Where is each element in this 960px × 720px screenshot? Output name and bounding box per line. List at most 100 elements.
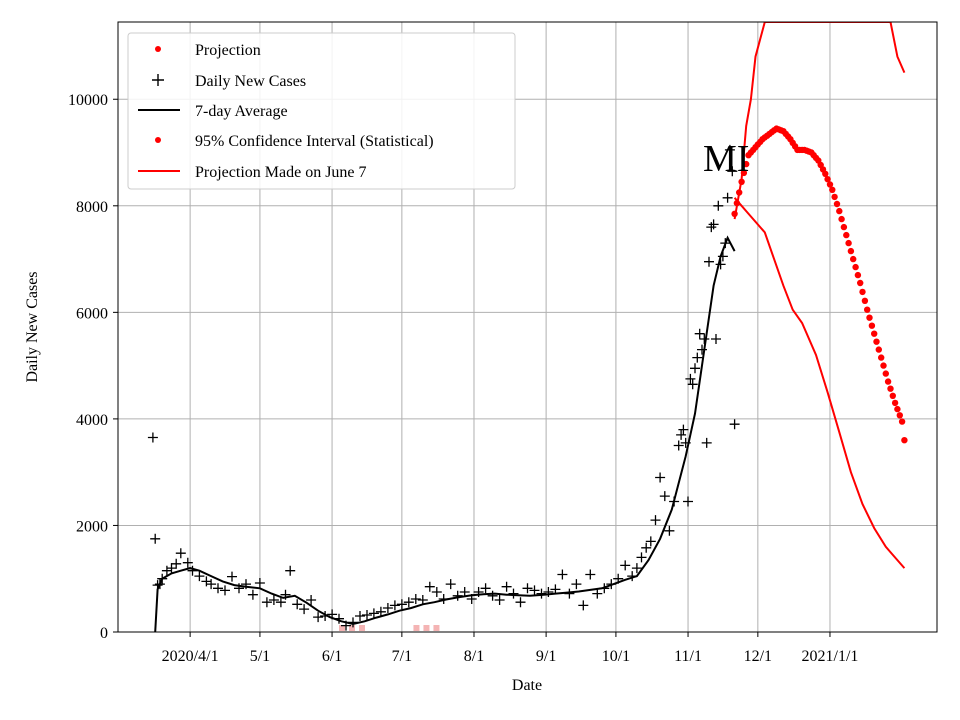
daily-case-point: [585, 569, 596, 580]
daily-case-point: [620, 560, 631, 571]
daily-case-point: [522, 583, 533, 594]
legend-box: [127, 32, 516, 190]
projection-point: [733, 199, 741, 207]
projection-point: [829, 186, 836, 193]
x-tick-label: 9/1: [536, 648, 556, 665]
projection-point: [852, 263, 859, 271]
daily-case-point: [152, 580, 163, 591]
series-layer: [147, 22, 908, 632]
daily-case-point: [157, 573, 168, 584]
y-tick-label: 4000: [76, 412, 108, 429]
daily-case-point: [564, 588, 575, 599]
daily-case-point: [687, 379, 698, 390]
daily-case-point: [543, 587, 554, 597]
daily-case-point: [389, 600, 400, 611]
daily-case-point: [220, 585, 230, 596]
projection-point: [896, 412, 903, 419]
daily-case-point: [154, 579, 165, 590]
projection-point: [887, 385, 894, 392]
daily-case-point: [678, 424, 689, 435]
daily-case-point: [676, 429, 687, 440]
legend-label-daily-new-cases: Daily New Cases: [195, 73, 306, 90]
x-tick-label: 10/1: [602, 648, 630, 665]
daily-case-point: [480, 583, 491, 594]
ci-upper-line: [733, 22, 906, 220]
daily-case-point: [729, 419, 740, 430]
daily-case-point: [724, 144, 735, 155]
y-axis: 0 2000 4000 6000 8000 10000: [68, 92, 118, 642]
x-tick-label: 5/1: [250, 648, 270, 665]
legend-label-confidence-interval: 95% Confidence Interval (Statistical): [195, 133, 434, 150]
daily-case-point: [515, 597, 526, 608]
y-tick-label: 8000: [76, 199, 108, 216]
daily-case-point: [571, 579, 582, 590]
daily-case-point: [655, 472, 666, 483]
x-tick-label: 2021/1/1: [802, 648, 859, 665]
x-axis-label: Date: [512, 677, 542, 694]
daily-case-point: [699, 334, 710, 344]
projection-point: [824, 176, 831, 183]
projection-point: [891, 399, 899, 407]
daily-case-point: [368, 608, 379, 619]
projection-point: [740, 169, 748, 177]
projection-point: [845, 239, 852, 247]
daily-case-point: [706, 222, 717, 233]
daily-case-point: [720, 238, 731, 249]
daily-case-point: [708, 219, 719, 230]
projection-point: [871, 330, 878, 337]
seven-day-average-line: [154, 235, 736, 632]
legend-label-june7-projection: Projection Made on June 7: [195, 164, 367, 181]
daily-case-point: [673, 440, 684, 451]
daily-case-point: [306, 595, 317, 605]
x-tick-label: 12/1: [744, 648, 772, 665]
legend-label-7day-average: 7-day Average: [195, 103, 288, 120]
daily-case-point: [529, 585, 540, 596]
daily-case-point: [234, 583, 244, 594]
daily-case-point: [685, 373, 696, 384]
daily-case-point: [280, 589, 291, 600]
legend-marker-confidence-interval: [155, 137, 161, 143]
daily-case-point: [375, 606, 386, 617]
daily-case-point: [201, 576, 212, 587]
x-tick-label: 6/1: [322, 648, 342, 665]
plot-area: [147, 22, 908, 632]
daily-case-point: [320, 611, 331, 621]
daily-case-point: [382, 603, 393, 613]
daily-case-point: [631, 563, 642, 574]
daily-case-point: [445, 579, 456, 590]
daily-case-point: [161, 565, 172, 576]
y-tick-label: 6000: [76, 305, 108, 322]
daily-case-point: [690, 363, 700, 374]
daily-case-point: [592, 588, 603, 599]
daily-case-point: [692, 352, 703, 363]
daily-case-point: [466, 594, 477, 604]
daily-case-point: [452, 590, 463, 601]
projection-point: [882, 370, 889, 377]
daily-case-point: [334, 613, 344, 624]
x-tick-label: 11/1: [674, 648, 702, 665]
projection-point: [831, 193, 838, 201]
daily-case-point: [410, 594, 421, 604]
daily-case-point: [150, 533, 161, 544]
y-tick-label: 10000: [68, 92, 108, 109]
projection-point: [854, 271, 862, 279]
daily-case-point: [650, 515, 661, 526]
daily-case-point: [683, 496, 693, 507]
daily-case-point: [459, 587, 470, 597]
y-axis-label: Daily New Cases: [24, 271, 41, 382]
daily-case-point: [557, 569, 568, 580]
daily-case-point: [327, 609, 338, 620]
daily-case-point: [501, 581, 512, 592]
daily-case-point: [664, 525, 675, 536]
projection-point: [736, 189, 743, 196]
projection-point: [861, 297, 869, 304]
daily-case-point: [396, 599, 407, 610]
daily-case-point: [636, 552, 647, 563]
projection-point: [875, 346, 882, 353]
daily-case-point: [713, 200, 724, 211]
state-annotation: MI: [703, 138, 749, 180]
projection-point: [857, 279, 864, 287]
y-tick-label: 0: [100, 625, 108, 642]
daily-case-point: [182, 557, 193, 568]
